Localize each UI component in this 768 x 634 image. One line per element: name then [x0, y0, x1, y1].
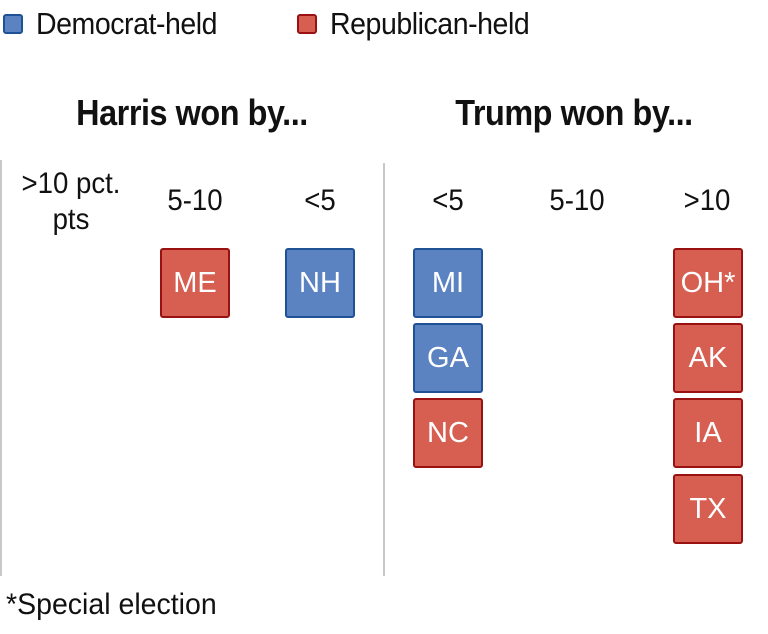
state-label: TX — [689, 492, 727, 525]
left-edge-line — [0, 160, 2, 576]
state-label: ME — [173, 266, 217, 299]
footnote: *Special election — [6, 588, 217, 621]
col-header-trump-5-10: 5-10 — [549, 184, 605, 217]
col-header-harris-5-10: 5-10 — [167, 184, 223, 217]
state-tile-mi: MI — [413, 248, 483, 318]
state-tile-tx: TX — [673, 474, 743, 544]
state-tile-ak: AK — [673, 323, 743, 393]
col-header-trump-gt10: >10 — [683, 184, 731, 217]
state-label: MI — [431, 266, 465, 299]
state-label: OH* — [680, 266, 736, 299]
col-header-harris-lt5: <5 — [304, 184, 336, 217]
state-label: IA — [694, 416, 722, 449]
state-label: AK — [688, 341, 728, 374]
legend-item-republican: Republican-held — [296, 6, 547, 42]
state-tile-nc: NC — [413, 398, 483, 468]
center-divider — [383, 163, 385, 576]
trump-group-title: Trump won by... — [455, 92, 693, 133]
state-tile-nh: NH — [285, 248, 355, 318]
legend: Democrat-held Republican-held — [3, 6, 610, 42]
harris-group-title: Harris won by... — [76, 92, 308, 133]
state-label: NH — [299, 266, 341, 299]
col-header-harris-gt10: >10 pct. pts — [21, 167, 121, 236]
democrat-swatch-icon — [3, 14, 23, 34]
state-tile-ga: GA — [413, 323, 483, 393]
state-label: GA — [427, 341, 469, 374]
state-tile-me: ME — [160, 248, 230, 318]
state-label: NC — [427, 416, 469, 449]
state-tile-oh: OH* — [673, 248, 743, 318]
legend-label-democrat: Democrat-held — [36, 6, 218, 41]
col-header-trump-lt5: <5 — [432, 184, 464, 217]
republican-swatch-icon — [296, 14, 317, 34]
legend-label-republican: Republican-held — [329, 6, 530, 41]
legend-item-democrat: Democrat-held — [3, 6, 233, 42]
state-tile-ia: IA — [673, 398, 743, 468]
